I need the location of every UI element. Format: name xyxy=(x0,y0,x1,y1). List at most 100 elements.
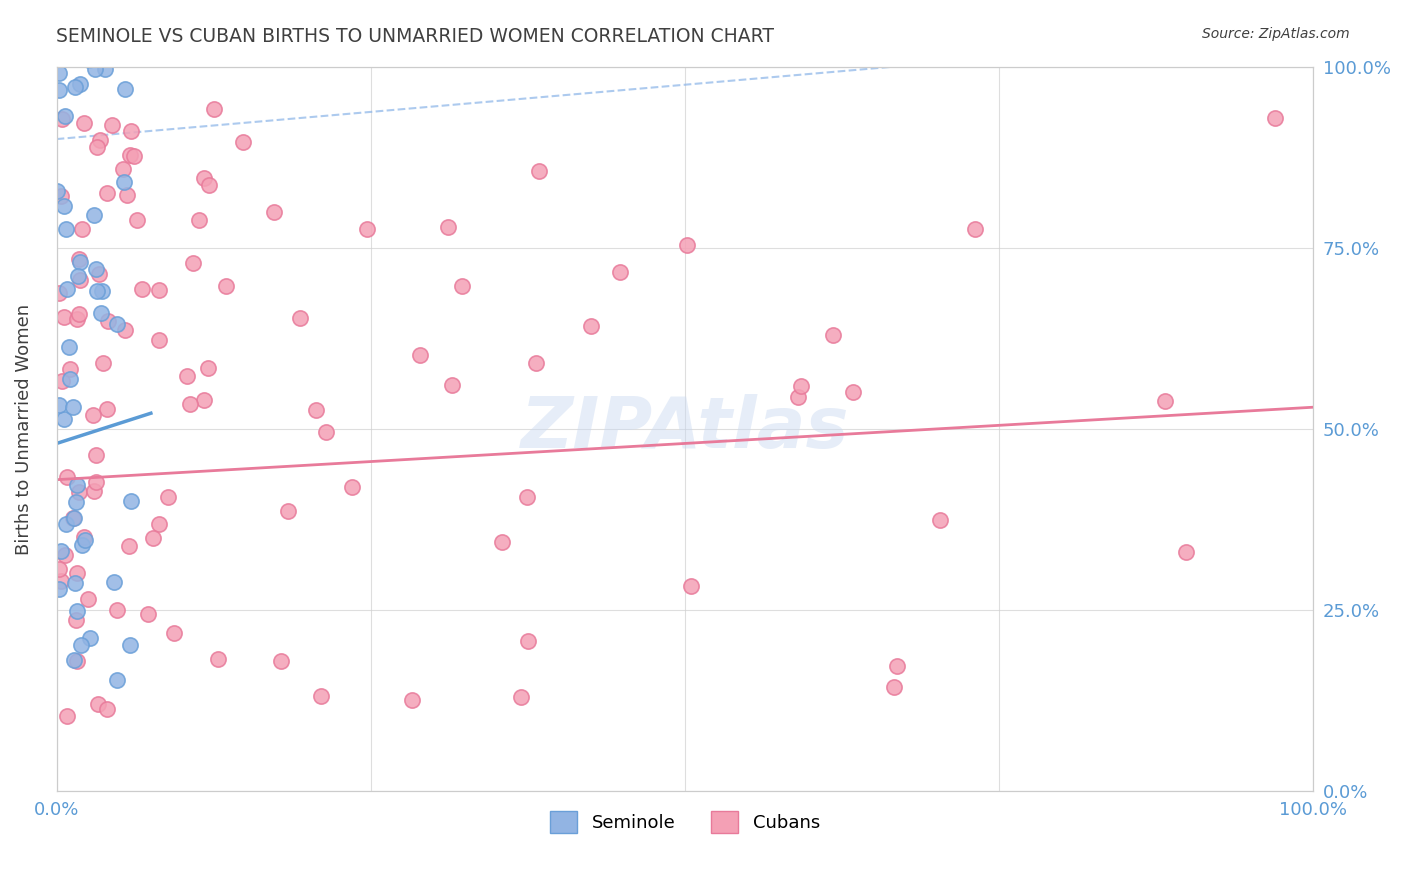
Y-axis label: Births to Unmarried Women: Births to Unmarried Women xyxy=(15,303,32,555)
Point xyxy=(58,339,80,353)
Point xyxy=(112,175,135,189)
Point xyxy=(69,255,91,269)
Point xyxy=(79,631,101,645)
Point xyxy=(63,576,86,591)
Point xyxy=(309,689,332,703)
Point xyxy=(53,199,76,213)
Point xyxy=(66,654,89,668)
Point xyxy=(1175,545,1198,559)
Point xyxy=(142,531,165,545)
Point xyxy=(114,82,136,96)
Point xyxy=(96,186,118,201)
Point xyxy=(48,561,70,575)
Point xyxy=(148,516,170,531)
Point xyxy=(89,132,111,146)
Point xyxy=(73,531,96,545)
Point xyxy=(118,539,141,553)
Point xyxy=(66,566,89,580)
Point xyxy=(842,384,865,399)
Point xyxy=(97,314,120,328)
Point xyxy=(51,188,73,202)
Point xyxy=(56,469,79,483)
Point xyxy=(48,83,70,97)
Point xyxy=(207,652,229,666)
Point xyxy=(117,187,139,202)
Point xyxy=(138,607,160,622)
Point xyxy=(821,328,844,343)
Point xyxy=(86,285,108,299)
Point xyxy=(67,268,90,283)
Point xyxy=(93,62,115,77)
Point xyxy=(305,403,328,417)
Point xyxy=(125,213,148,227)
Text: SEMINOLE VS CUBAN BIRTHS TO UNMARRIED WOMEN CORRELATION CHART: SEMINOLE VS CUBAN BIRTHS TO UNMARRIED WO… xyxy=(56,27,775,45)
Point xyxy=(963,222,986,236)
Point xyxy=(529,163,551,178)
Point xyxy=(69,638,91,652)
Point xyxy=(356,221,378,235)
Point xyxy=(157,491,180,505)
Point xyxy=(72,538,94,552)
Point xyxy=(73,533,96,547)
Point xyxy=(84,448,107,462)
Point xyxy=(883,680,905,694)
Point xyxy=(69,273,91,287)
Point xyxy=(270,654,292,668)
Point xyxy=(176,368,198,383)
Point xyxy=(263,205,285,219)
Point xyxy=(193,171,215,186)
Point xyxy=(87,267,110,281)
Point xyxy=(886,659,908,673)
Point xyxy=(105,603,128,617)
Point xyxy=(197,360,219,375)
Point xyxy=(197,178,219,192)
Point xyxy=(131,283,153,297)
Point xyxy=(66,478,89,492)
Point xyxy=(56,282,79,296)
Point xyxy=(46,184,69,198)
Point xyxy=(96,402,118,417)
Point xyxy=(187,212,209,227)
Legend: Seminole, Cubans: Seminole, Cubans xyxy=(543,804,827,840)
Point xyxy=(56,708,79,723)
Point xyxy=(65,604,87,618)
Point xyxy=(120,148,142,162)
Point xyxy=(679,579,702,593)
Point xyxy=(401,693,423,707)
Point xyxy=(162,625,184,640)
Point xyxy=(51,544,73,558)
Point xyxy=(83,208,105,222)
Point xyxy=(1154,393,1177,408)
Point xyxy=(90,284,112,298)
Point xyxy=(84,261,107,276)
Point xyxy=(215,279,238,293)
Point xyxy=(193,392,215,407)
Point xyxy=(48,582,70,596)
Point xyxy=(516,490,538,504)
Point xyxy=(53,109,76,123)
Point xyxy=(91,356,114,370)
Point xyxy=(48,285,70,300)
Point xyxy=(787,390,810,404)
Point xyxy=(509,690,531,704)
Point xyxy=(51,374,73,388)
Point xyxy=(62,511,84,525)
Point xyxy=(70,222,93,236)
Point xyxy=(65,79,87,94)
Point xyxy=(315,425,337,439)
Point xyxy=(181,255,204,269)
Point xyxy=(49,574,72,588)
Point xyxy=(676,237,699,252)
Point xyxy=(148,283,170,297)
Point xyxy=(66,311,89,326)
Point xyxy=(114,323,136,337)
Point xyxy=(122,149,145,163)
Point xyxy=(86,140,108,154)
Point xyxy=(53,549,76,563)
Point xyxy=(1264,111,1286,125)
Point xyxy=(120,493,142,508)
Point xyxy=(120,124,142,138)
Point xyxy=(62,653,84,667)
Point xyxy=(441,377,464,392)
Point xyxy=(928,513,950,527)
